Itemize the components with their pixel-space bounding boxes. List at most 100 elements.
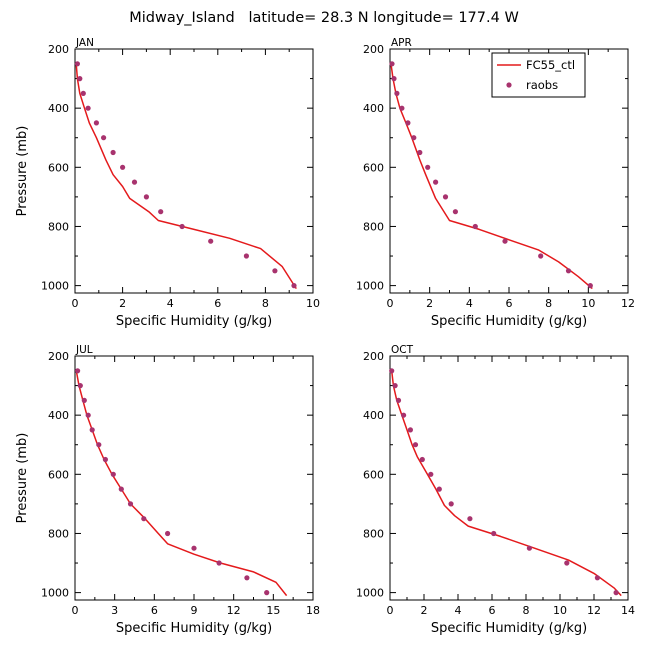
series-line-fc55-ctl [75, 63, 297, 290]
raobs-point [85, 412, 91, 418]
raobs-point [141, 516, 147, 522]
x-axis-label: Specific Humidity (g/kg) [116, 314, 272, 329]
plot-frame [74, 355, 314, 601]
panel-jul: JUL 0 3 6 9 12 15 18 200 400 600 800 1000 Specific Hu… [15, 344, 320, 636]
raobs-point [401, 412, 407, 418]
raobs-point [392, 383, 398, 389]
raobs-point [407, 427, 413, 433]
y-tick-label: 1000 [356, 587, 384, 600]
raobs-point [272, 268, 278, 274]
raobs-point [395, 397, 402, 403]
raobs-point [389, 61, 395, 67]
x-tick-label: 8 [523, 604, 530, 617]
y-tick-label: 200 [48, 43, 69, 56]
y-tick-label: 400 [363, 409, 384, 422]
y-tick-label: 200 [363, 43, 384, 56]
x-tick-label: 6 [214, 297, 221, 310]
raobs-point [436, 486, 442, 492]
raobs-point [120, 164, 126, 170]
y-tick-label: 200 [48, 350, 69, 363]
y-tick-label: 1000 [356, 280, 384, 293]
raobs-point [243, 253, 249, 259]
raobs-point [394, 90, 400, 96]
x-tick-label: 2 [421, 604, 428, 617]
raobs-point [118, 486, 124, 492]
panel-label: APR [391, 37, 412, 49]
x-tick-label: 10 [581, 297, 595, 310]
raobs-point [110, 471, 116, 477]
x-tick-label: 8 [545, 297, 552, 310]
raobs-point [594, 575, 601, 581]
y-tick-label: 800 [48, 220, 69, 233]
raobs-point [127, 501, 134, 507]
x-tick-label: 18 [306, 604, 320, 617]
y-tick-label: 400 [48, 102, 69, 115]
y-tick-label: 1000 [41, 280, 69, 293]
raobs-point [208, 238, 214, 244]
raobs-point [102, 456, 108, 463]
x-tick-label: 0 [387, 604, 394, 617]
raobs-point [502, 238, 508, 244]
raobs-point [77, 76, 83, 82]
raobs-point [405, 120, 411, 126]
raobs-point [110, 149, 116, 156]
x-tick-label: 0 [72, 297, 79, 310]
x-tick-label: 4 [167, 297, 174, 310]
legend-label-model: FC55_ctl [526, 58, 575, 72]
y-tick-label: 600 [363, 468, 384, 481]
raobs-point [75, 368, 81, 374]
x-tick-label: 12 [227, 604, 241, 617]
panel-apr: APR 0 2 4 6 8 10 12 200 400 600 800 1000 Specific Hum… [356, 37, 635, 329]
raobs-point [291, 283, 297, 289]
x-tick-label: 15 [266, 604, 280, 617]
raobs-point [587, 283, 593, 289]
x-tick-label: 2 [426, 297, 433, 310]
raobs-point [442, 194, 449, 200]
y-tick-label: 800 [363, 527, 384, 540]
y-tick-label: 400 [363, 102, 384, 115]
raobs-point [419, 456, 425, 463]
x-tick-label: 12 [587, 604, 601, 617]
raobs-point [81, 397, 87, 403]
series-line-fc55-ctl [75, 370, 288, 597]
panel-label: JAN [75, 37, 94, 49]
raobs-point [452, 209, 458, 215]
legend-label-obs: raobs [526, 78, 558, 92]
panel-oct: OCT 0 2 4 6 8 10 12 14 200 400 600 800 1000 Specific H… [356, 344, 635, 636]
raobs-point [165, 530, 171, 537]
raobs-point [85, 105, 91, 111]
x-tick-label: 12 [621, 297, 635, 310]
x-tick-label: 8 [262, 297, 269, 310]
x-tick-label: 6 [151, 604, 158, 617]
raobs-point [399, 105, 405, 111]
y-tick-label: 1000 [41, 587, 69, 600]
panel-label: OCT [391, 344, 414, 356]
y-axis-label: Pressure (mb) [15, 126, 30, 217]
raobs-point [389, 368, 395, 374]
raobs-point [216, 560, 222, 566]
x-tick-label: 2 [119, 297, 126, 310]
x-tick-label: 14 [621, 604, 635, 617]
raobs-point [74, 61, 80, 67]
raobs-point [448, 501, 454, 507]
raobs-point [491, 530, 497, 537]
raobs-point [158, 209, 164, 215]
x-tick-label: 6 [489, 604, 496, 617]
y-tick-label: 600 [48, 161, 69, 174]
raobs-point [93, 120, 99, 126]
raobs-point [417, 149, 423, 156]
x-tick-label: 10 [553, 604, 567, 617]
figure-title: Midway_Island latitude= 28.3 N longitude… [129, 10, 519, 26]
raobs-point [77, 383, 83, 389]
x-axis-label: Specific Humidity (g/kg) [116, 621, 272, 636]
panel-jan: JAN 0 2 4 6 8 10 200 400 600 800 1000 Specific Humid… [15, 37, 320, 329]
raobs-point [143, 194, 149, 200]
x-axis-label: Specific Humidity (g/kg) [431, 621, 587, 636]
x-tick-label: 0 [387, 297, 394, 310]
raobs-point [411, 135, 417, 141]
raobs-point [179, 223, 185, 230]
raobs-point [538, 253, 544, 259]
y-tick-label: 800 [48, 527, 69, 540]
x-tick-label: 10 [306, 297, 320, 310]
